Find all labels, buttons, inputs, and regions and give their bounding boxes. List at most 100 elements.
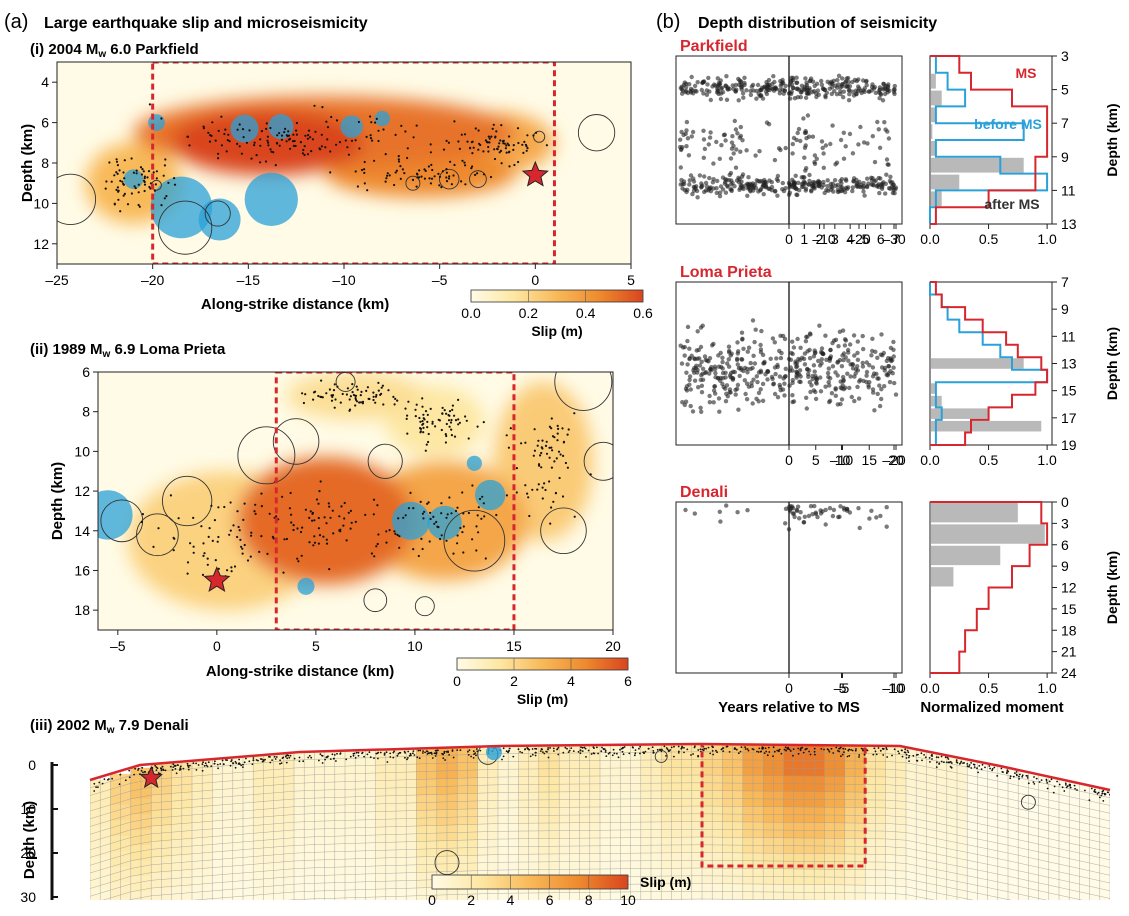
- microseismicity-dot: [355, 385, 358, 388]
- microseismicity-dot: [389, 756, 392, 758]
- microseismicity-dot: [543, 752, 546, 755]
- slip-cell: [681, 837, 703, 854]
- slip-cell: [110, 789, 132, 806]
- aftershock-circle: [414, 596, 435, 617]
- seismicity-dot: [702, 174, 707, 179]
- microseismicity-dot: [673, 745, 675, 748]
- slip-cell: [518, 823, 540, 840]
- microseismicity-dot: [904, 748, 907, 751]
- seismicity-dot: [851, 333, 857, 338]
- microseismicity-dot: [238, 529, 241, 532]
- microseismicity-dot: [843, 751, 845, 753]
- microseismicity-dot: [464, 415, 467, 418]
- microseismicity-dot: [797, 752, 800, 755]
- microseismicity-dot: [481, 495, 484, 498]
- seismicity-dot: [712, 364, 718, 369]
- microseismicity-dot: [799, 749, 802, 752]
- slip-cell: [926, 859, 948, 876]
- x-tick-label: 4: [846, 231, 854, 247]
- microseismicity-dot: [527, 748, 530, 750]
- seismicity-dot: [811, 179, 816, 185]
- seismicity-dot: [790, 380, 795, 386]
- microseismicity-dot: [280, 762, 283, 764]
- microseismicity-dot: [420, 537, 423, 541]
- microseismicity-dot: [330, 399, 334, 402]
- slip-cell: [600, 776, 621, 792]
- x-tick-label: 6: [877, 231, 885, 247]
- seismicity-dot: [878, 352, 884, 357]
- seismicity-dot: [891, 186, 896, 191]
- microseismicity-dot: [697, 749, 700, 751]
- microseismicity-dot: [421, 420, 424, 423]
- seismicity-dot: [892, 191, 897, 196]
- microseismicity-dot: [471, 484, 474, 487]
- depth-ylabel: Depth (km): [1104, 551, 1120, 624]
- microseismicity-dot: [363, 160, 366, 164]
- microseismicity-dot: [192, 762, 195, 765]
- seismicity-dot: [723, 179, 728, 185]
- seismicity-dot: [759, 85, 765, 90]
- slip-cell: [1028, 787, 1050, 804]
- microseismicity-dot: [122, 171, 125, 174]
- seismicity-dot: [730, 180, 735, 186]
- seismicity-dot: [813, 396, 819, 402]
- x-tick-label: 2: [816, 231, 824, 247]
- slip-cell: [232, 788, 254, 805]
- seismicity-dot: [793, 361, 798, 366]
- microseismicity-dot: [350, 139, 354, 142]
- seismicity-dot: [696, 385, 701, 390]
- microseismicity-dot: [450, 418, 453, 422]
- slip-cell: [1069, 889, 1091, 900]
- loma-prieta-xlabel: Along-strike distance (km): [206, 663, 394, 680]
- microseismicity-dot: [269, 761, 272, 764]
- seismicity-dot: [786, 527, 792, 532]
- microseismicity-dot: [421, 397, 424, 400]
- y-tick-label: 12: [33, 236, 49, 252]
- microseismicity-dot: [288, 756, 291, 759]
- slip-cell: [192, 822, 213, 839]
- microseismicity-dot: [375, 393, 378, 397]
- seismicity-dot: [846, 350, 851, 355]
- seismicity-dot: [746, 384, 752, 389]
- x-tick-label: 0: [785, 231, 793, 247]
- microseismicity-dot: [567, 751, 570, 753]
- slip-cell: [355, 858, 377, 875]
- microseismicity-dot: [540, 466, 543, 469]
- after-ms-bar: [931, 90, 942, 106]
- seismicity-dot: [891, 354, 896, 359]
- microseismicity-dot: [423, 177, 426, 180]
- microseismicity-dot: [130, 157, 133, 160]
- microseismicity-dot: [352, 754, 355, 757]
- slip-cell: [477, 824, 499, 841]
- microseismicity-dot: [440, 512, 443, 515]
- microseismicity-dot: [101, 782, 104, 785]
- seismicity-dot: [870, 176, 875, 181]
- microseismicity-dot: [439, 537, 442, 541]
- seismicity-dot: [724, 74, 729, 79]
- microseismicity-dot: [347, 511, 350, 514]
- seismicity-dot: [745, 193, 750, 198]
- microseismicity-dot: [250, 531, 253, 534]
- slip-cell: [538, 761, 560, 778]
- microseismicity-dot: [639, 745, 641, 748]
- microseismicity-dot: [386, 174, 389, 177]
- seismicity-dot: [753, 327, 758, 332]
- microseismicity-dot: [596, 746, 598, 749]
- microseismicity-dot: [512, 148, 515, 151]
- rupture-box: [700, 744, 867, 868]
- moment-xlabel: Normalized moment: [920, 699, 1063, 716]
- seismicity-dot: [713, 391, 718, 396]
- microseismicity-dot: [130, 192, 133, 195]
- microseismicity-dot: [535, 131, 538, 134]
- microseismicity-dot: [587, 749, 590, 752]
- x-tick-label: 10: [888, 680, 904, 696]
- microseismicity-dot: [549, 747, 551, 749]
- seismicity-dot: [764, 180, 769, 185]
- microseismicity-dot: [523, 140, 526, 143]
- microseismicity-dot: [230, 570, 233, 573]
- microseismicity-dot: [351, 383, 354, 386]
- microseismicity-dot: [253, 510, 256, 513]
- microseismicity-dot: [504, 147, 507, 150]
- seismicity-dot: [775, 364, 780, 370]
- microseismicity-dot: [352, 393, 355, 397]
